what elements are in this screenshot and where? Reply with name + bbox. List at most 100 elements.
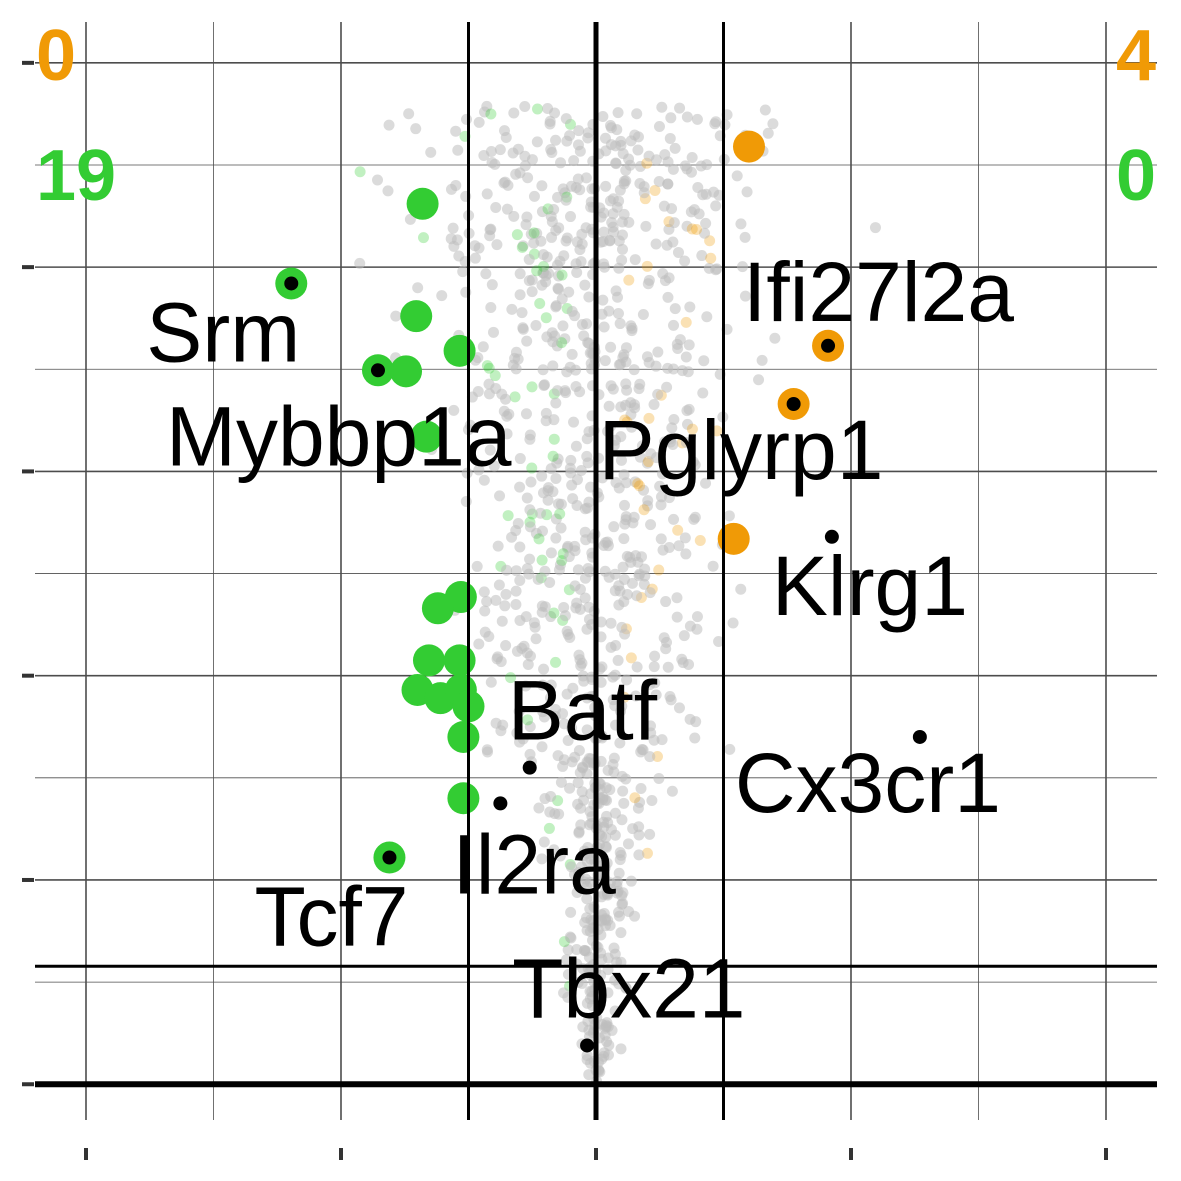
gene-point-bg <box>548 607 560 619</box>
highlighted-gene-marker <box>580 1038 595 1053</box>
gene-point-bg <box>544 806 556 818</box>
gene-point-bg <box>509 391 521 403</box>
gene-point-bg <box>641 260 653 272</box>
gene-point-bg <box>618 349 630 361</box>
gene-point-bg <box>685 166 697 178</box>
gene-point-bg <box>599 355 611 367</box>
gene-point-bg <box>654 480 666 492</box>
gene-point-bg <box>625 556 637 568</box>
gene-point-bg <box>596 1053 608 1065</box>
gene-point-bg <box>524 521 536 533</box>
gene-point-bg <box>534 298 546 310</box>
gene-point-bg <box>753 374 765 386</box>
gene-point-bg <box>569 540 581 552</box>
gene-point-bg <box>597 294 609 306</box>
gene-point-bg <box>524 504 536 516</box>
gene-point-bg <box>614 854 626 866</box>
gene-point-bg <box>629 910 641 922</box>
gene-point-bg <box>521 211 533 223</box>
highlighted-gene-marker <box>912 729 927 744</box>
gene-point-bg <box>550 224 562 236</box>
gene-point-bg <box>526 286 538 298</box>
gene-point-bg <box>539 793 551 805</box>
gene-point-bg <box>550 472 562 484</box>
gene-point-bg <box>583 1069 595 1081</box>
down-regulated-point <box>406 187 439 220</box>
gene-point-bg <box>501 564 513 576</box>
gene-point-bg <box>596 472 608 484</box>
gene-point-bg <box>510 599 522 611</box>
gene-point-bg <box>762 127 774 139</box>
gene-point-bg <box>575 802 587 814</box>
gene-point-bg <box>502 510 514 522</box>
gene-point-bg <box>500 640 512 652</box>
gene-point-bg <box>481 596 493 608</box>
gene-point-bg <box>660 596 672 608</box>
gene-point-bg <box>608 942 620 954</box>
gene-point-bg <box>651 751 663 763</box>
gene-point-bg <box>869 222 881 234</box>
gene-point-bg <box>573 827 585 839</box>
gene-point-bg <box>506 303 518 315</box>
gene-point-bg <box>655 533 667 545</box>
gene-point-bg <box>537 679 549 691</box>
gene-point-bg <box>537 249 549 261</box>
gene-point-bg <box>707 560 719 572</box>
gene-point-bg <box>514 289 526 301</box>
gene-point-bg <box>551 385 563 397</box>
highlighted-gene-marker <box>493 796 508 811</box>
gene-point-bg <box>686 223 698 235</box>
gene-point-bg <box>646 794 658 806</box>
gene-point-bg <box>691 113 703 125</box>
gene-point-bg <box>508 107 520 119</box>
gene-point-bg <box>485 676 497 688</box>
gene-point-bg <box>612 307 624 319</box>
gene-point-bg <box>625 397 637 409</box>
gene-point-bg <box>680 436 692 448</box>
gene-point-bg <box>520 680 532 692</box>
gene-point-bg <box>645 727 657 739</box>
gene-point-bg <box>656 101 668 113</box>
gene-point-bg <box>519 150 531 162</box>
gene-point-bg <box>672 342 684 354</box>
gene-point-bg <box>739 231 751 243</box>
gene-point-bg <box>516 307 528 319</box>
gene-point-bg <box>681 220 693 232</box>
gene-point-bg <box>649 184 661 196</box>
gene-point-bg <box>615 1043 627 1055</box>
gene-point-bg <box>598 321 610 333</box>
gene-point-bg <box>701 311 713 323</box>
gene-point-bg <box>372 174 384 186</box>
gene-point-bg <box>655 491 667 503</box>
gene-point-bg <box>666 422 678 434</box>
gene-point-bg <box>541 331 553 343</box>
gene-point-bg <box>551 259 563 271</box>
gene-point-bg <box>603 571 615 583</box>
gene-point-bg <box>544 576 556 588</box>
gene-point-bg <box>672 524 684 536</box>
gene-point-bg <box>500 588 512 600</box>
gene-point-bg <box>602 987 614 999</box>
gene-point-bg <box>610 434 622 446</box>
gene-point-bg <box>644 679 656 691</box>
gene-point-bg <box>607 383 619 395</box>
gene-point-bg <box>577 1021 589 1033</box>
gene-point-bg <box>540 312 552 324</box>
down-regulated-point <box>447 720 480 753</box>
gene-point-bg <box>634 378 646 390</box>
gene-point-bg <box>607 759 619 771</box>
gene-point-bg <box>635 746 647 758</box>
gene-point-bg <box>445 233 457 245</box>
gene-point-bg <box>530 320 542 332</box>
gene-point-bg <box>616 814 628 826</box>
gene-point-bg <box>602 425 614 437</box>
gene-point-bg <box>668 319 680 331</box>
gene-point-bg <box>682 418 694 430</box>
gene-point-bg <box>694 535 706 547</box>
gene-point-bg <box>595 616 607 628</box>
gene-point-bg <box>631 661 643 673</box>
gene-point-bg <box>568 155 580 167</box>
gene-point-bg <box>673 702 685 714</box>
gene-point-bg <box>533 802 545 814</box>
